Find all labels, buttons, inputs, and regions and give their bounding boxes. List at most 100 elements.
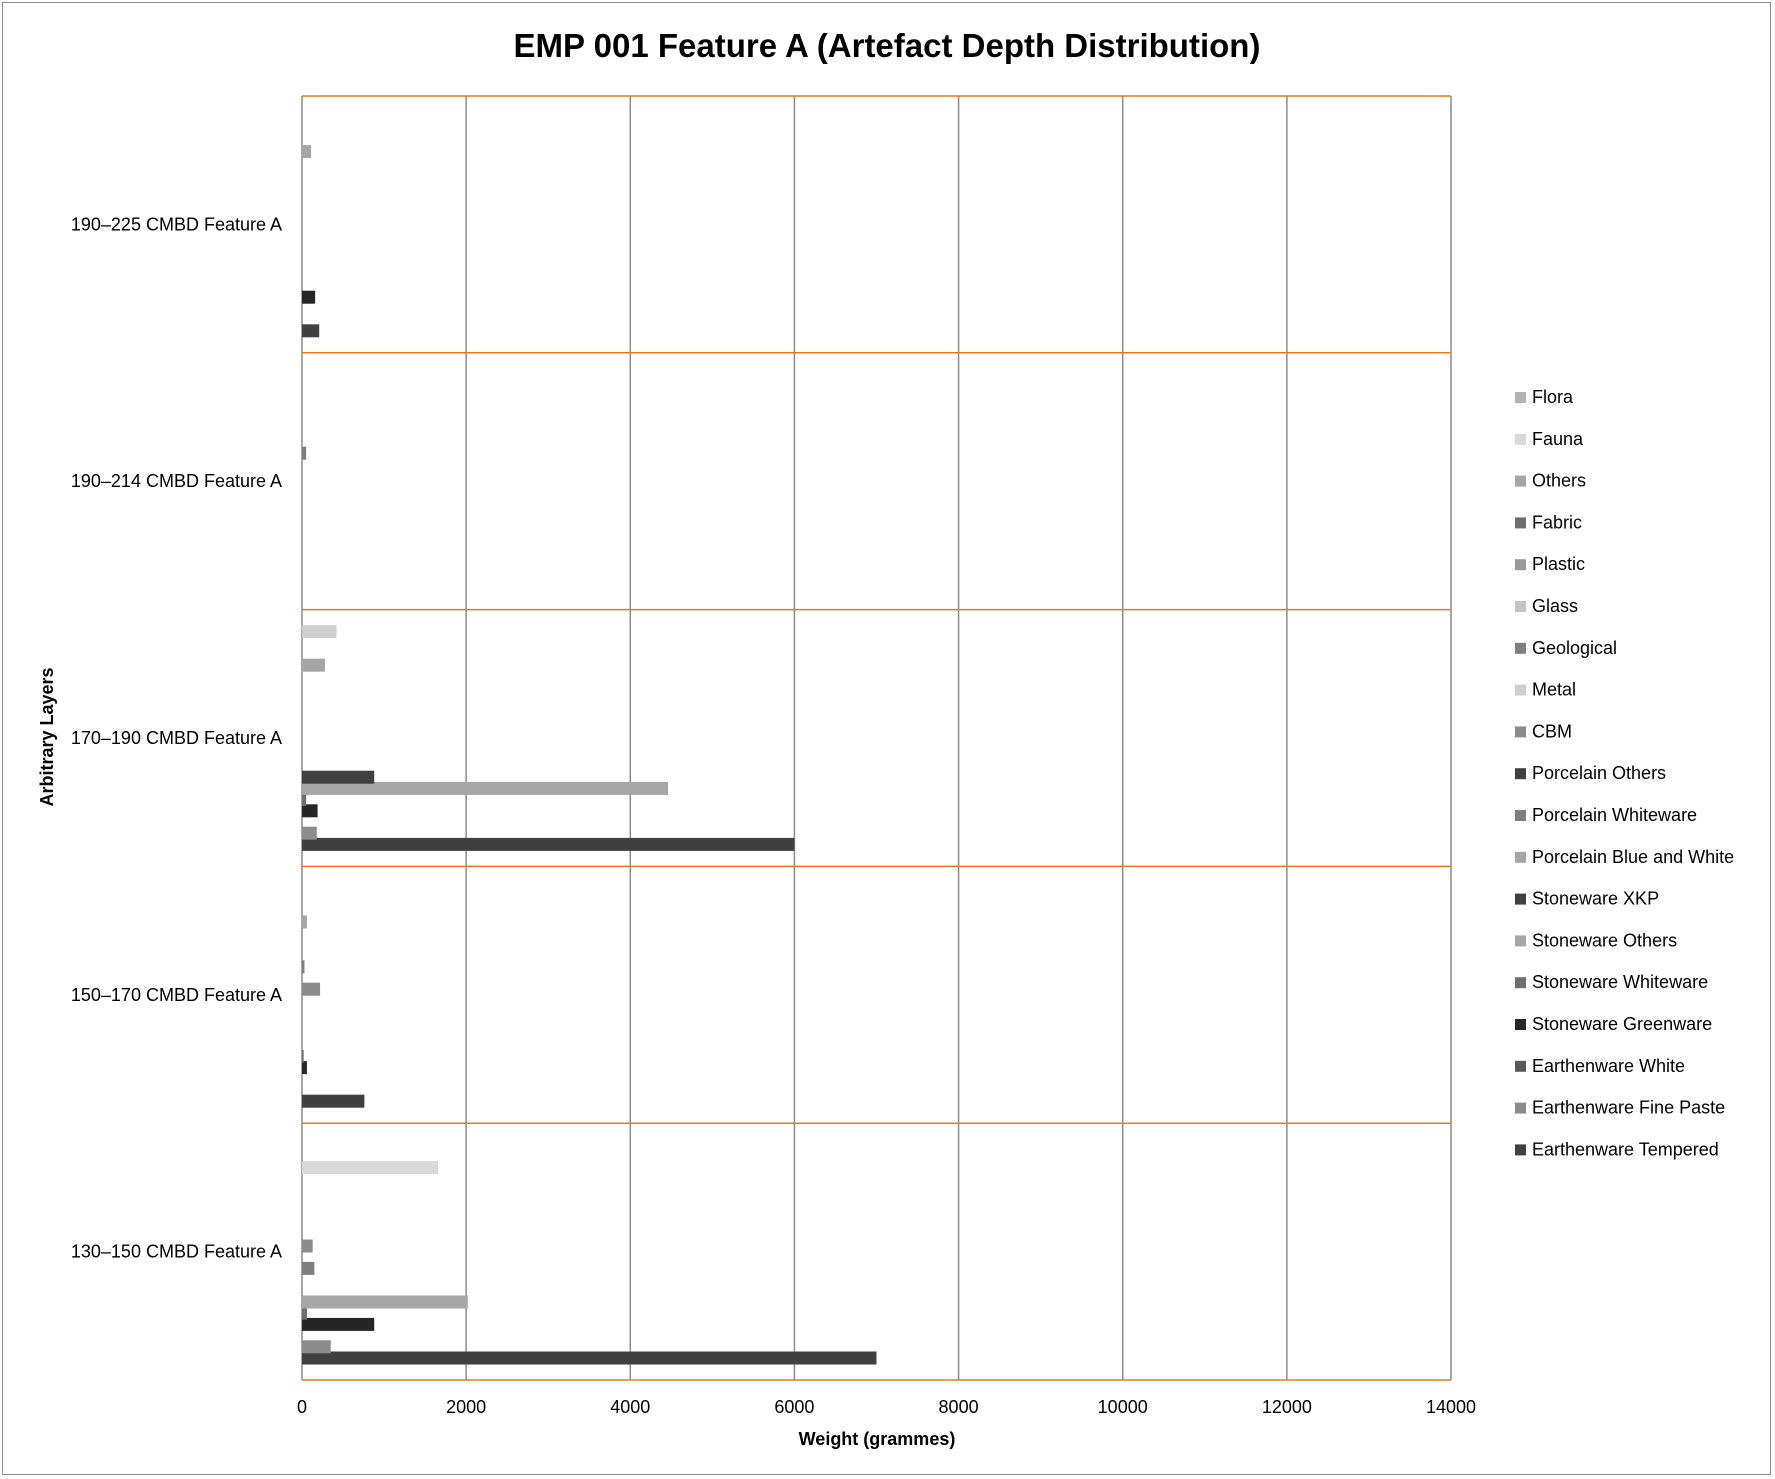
x-tick-label: 0: [297, 1397, 307, 1417]
chart-title: EMP 001 Feature A (Artefact Depth Distri…: [514, 27, 1261, 64]
x-tick-label: 8000: [939, 1397, 979, 1417]
x-tick-label: 4000: [610, 1397, 650, 1417]
legend-item: Others: [1515, 471, 1586, 491]
legend-label: Stoneware Whiteware: [1532, 972, 1708, 992]
category-label: 190–214 CMBD Feature A: [71, 471, 282, 491]
x-tick-label: 2000: [446, 1397, 486, 1417]
legend-item: Metal: [1515, 680, 1576, 700]
bar: [302, 1161, 439, 1175]
bar: [302, 837, 795, 851]
bar: [302, 1306, 307, 1320]
bar: [302, 1049, 304, 1063]
bar: [302, 1094, 365, 1108]
x-tick-label: 6000: [774, 1397, 814, 1417]
legend-swatch: [1515, 851, 1526, 863]
legend-item: Porcelain Whiteware: [1515, 805, 1697, 825]
legend-swatch: [1515, 1060, 1526, 1072]
legend-item: Glass: [1515, 596, 1578, 616]
bar: [302, 781, 669, 795]
category-labels: 130–150 CMBD Feature A 150–170 CMBD Featu…: [71, 214, 282, 1261]
bar: [302, 658, 325, 672]
legend-label: Glass: [1532, 596, 1578, 616]
legend-label: Porcelain Whiteware: [1532, 805, 1697, 825]
legend-swatch: [1515, 726, 1526, 738]
legend-item: Earthenware Fine Paste: [1515, 1098, 1725, 1118]
legend-label: Fabric: [1532, 512, 1582, 532]
y-axis-title: Arbitrary Layers: [37, 667, 57, 806]
legend-label: Fauna: [1532, 429, 1584, 449]
category-label: 190–225 CMBD Feature A: [71, 214, 282, 234]
legend-label: Earthenware Tempered: [1532, 1139, 1719, 1159]
bar: [302, 1295, 468, 1309]
legend-item: Earthenware White: [1515, 1056, 1685, 1076]
legend-item: Stoneware Greenware: [1515, 1014, 1712, 1034]
x-tick-labels: 0 2000 4000 6000 8000 10000 12000 14000: [297, 1397, 1476, 1417]
legend-item: Stoneware XKP: [1515, 889, 1659, 909]
legend-item: Fauna: [1515, 429, 1584, 449]
category-label: 130–150 CMBD Feature A: [71, 1242, 282, 1262]
legend-item: Plastic: [1515, 554, 1585, 574]
bar: [302, 826, 317, 840]
legend-swatch: [1515, 392, 1526, 403]
legend-item: Flora: [1515, 387, 1574, 407]
bar: [302, 1340, 331, 1354]
x-tick-label: 12000: [1262, 1397, 1312, 1417]
bar: [302, 290, 316, 304]
legend-label: Porcelain Others: [1532, 763, 1666, 783]
legend-label: Stoneware Others: [1532, 930, 1677, 950]
x-axis-title: Weight (grammes): [799, 1429, 956, 1449]
legend: Flora Fauna Others Fabric Plastic Glass Geolog…: [1515, 387, 1734, 1159]
legend-label: Porcelain Blue and White: [1532, 847, 1734, 867]
x-tick-label: 10000: [1098, 1397, 1148, 1417]
bar: [302, 1239, 313, 1253]
category-label: 170–190 CMBD Feature A: [71, 728, 282, 748]
legend-swatch: [1515, 601, 1526, 612]
bar: [302, 324, 320, 338]
bar: [302, 1317, 375, 1331]
legend-swatch: [1515, 517, 1526, 529]
legend-swatch: [1515, 684, 1526, 696]
legend-label: Others: [1532, 471, 1586, 491]
bar: [302, 804, 318, 818]
legend-item: Porcelain Blue and White: [1515, 847, 1734, 867]
legend-label: Stoneware Greenware: [1532, 1014, 1712, 1034]
bar: [302, 982, 321, 996]
legend-item: CBM: [1515, 721, 1572, 741]
legend-swatch: [1515, 559, 1526, 571]
bar: [302, 446, 307, 460]
category-separators: [302, 95, 1451, 1381]
legend-item: Stoneware Others: [1515, 930, 1677, 950]
legend-label: Plastic: [1532, 554, 1585, 574]
legend-item: Geological: [1515, 638, 1617, 658]
bars: [302, 145, 877, 1365]
bar: [302, 145, 312, 159]
bar: [302, 625, 337, 639]
legend-item: Porcelain Others: [1515, 763, 1666, 783]
bar: [302, 1351, 877, 1365]
bar: [302, 1061, 307, 1075]
legend-label: Metal: [1532, 680, 1576, 700]
bar: [302, 1261, 315, 1275]
legend-label: CBM: [1532, 721, 1572, 741]
legend-swatch: [1515, 810, 1526, 821]
legend-swatch: [1515, 1144, 1526, 1156]
legend-item: Fabric: [1515, 512, 1582, 532]
legend-label: Flora: [1532, 387, 1574, 407]
bar: [302, 793, 307, 807]
legend-swatch: [1515, 475, 1526, 487]
legend-swatch: [1515, 893, 1526, 905]
legend-swatch: [1515, 1019, 1526, 1030]
legend-item: Stoneware Whiteware: [1515, 972, 1708, 992]
legend-label: Geological: [1532, 638, 1617, 658]
legend-swatch: [1515, 642, 1526, 654]
gridlines: [301, 96, 1452, 1380]
legend-label: Earthenware Fine Paste: [1532, 1098, 1725, 1118]
bar: [302, 960, 305, 974]
legend-swatch: [1515, 935, 1526, 947]
legend-swatch: [1515, 433, 1526, 445]
x-tick-label: 14000: [1426, 1397, 1476, 1417]
legend-item: Earthenware Tempered: [1515, 1139, 1719, 1159]
legend-swatch: [1515, 1102, 1526, 1114]
